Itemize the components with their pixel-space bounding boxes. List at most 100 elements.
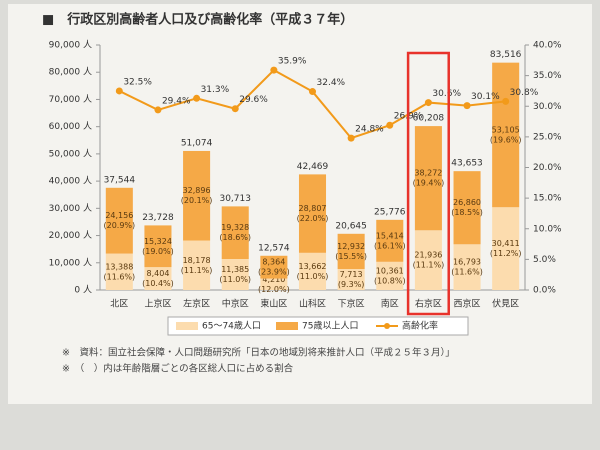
value-label: 19,328: [221, 223, 249, 232]
y-tick-label: 90,000 人: [49, 40, 92, 51]
line-marker: [386, 121, 394, 129]
x-tick-label: 右京区: [415, 298, 442, 310]
bar-segment: [144, 225, 172, 268]
value-label: 28,807: [299, 204, 327, 213]
bar-segment: [492, 207, 520, 290]
value-label: 11,385: [221, 265, 249, 274]
line-marker: [270, 66, 278, 74]
total-label: 37,544: [104, 175, 136, 185]
share-label: (10.8%): [374, 276, 406, 285]
bar-segment: [492, 62, 520, 208]
total-label: 20,645: [335, 221, 367, 231]
value-label: 10,361: [376, 266, 404, 275]
share-label: (20.1%): [181, 196, 213, 205]
share-label: (12.0%): [258, 285, 290, 294]
line-marker: [309, 88, 316, 96]
value-label: 13,388: [105, 262, 133, 271]
value-label: 15,324: [144, 237, 172, 246]
share-label: (11.6%): [451, 268, 483, 277]
legend: [167, 316, 469, 336]
total-label: 12,574: [258, 243, 290, 253]
line-value-label: 30.6%: [432, 89, 461, 99]
note: ※ （ ）内は年齢階層ごとの各区総人口に占める割合: [62, 363, 294, 375]
value-label: 15,414: [376, 231, 404, 240]
x-tick-label: 左京区: [183, 298, 210, 310]
bar-segment: [144, 267, 172, 290]
bar-segment: [260, 255, 288, 279]
share-label: (10.4%): [142, 279, 174, 288]
value-label: 53,105: [492, 125, 520, 134]
y-tick-label: 30,000 人: [49, 203, 92, 214]
y2-tick-label: 10.0%: [533, 224, 562, 234]
value-label: 30,411: [492, 239, 520, 248]
y-tick-label: 0 人: [74, 285, 92, 296]
bar-segment: [376, 261, 404, 290]
y2-tick-label: 5.0%: [533, 255, 556, 265]
legend-label: 75歳以上人口: [302, 320, 358, 332]
line-marker: [347, 134, 355, 142]
line-marker: [193, 94, 201, 102]
share-label: (11.2%): [490, 249, 522, 258]
x-tick-label: 南区: [381, 298, 399, 310]
total-label: 43,653: [451, 159, 483, 169]
legend-swatch: [384, 323, 390, 329]
y-tick-label: 40,000 人: [49, 176, 92, 187]
line-value-label: 29.6%: [239, 95, 268, 105]
share-label: (20.9%): [103, 221, 135, 230]
y2-tick-label: 0.0%: [533, 286, 556, 296]
bar-segment: [298, 174, 327, 253]
chart-title: ■ 行政区別高齢者人口及び高齢化率（平成３７年）: [42, 12, 353, 28]
line-marker: [115, 87, 123, 95]
bar-segment: [414, 126, 442, 231]
line-value-label: 30.1%: [471, 92, 500, 102]
share-label: (9.3%): [338, 280, 365, 289]
value-label: 18,178: [183, 256, 211, 265]
total-label: 30,713: [219, 194, 251, 204]
line-marker: [424, 99, 432, 107]
share-label: (19.6%): [490, 135, 522, 144]
value-label: 32,896: [183, 186, 211, 195]
share-label: (18.5%): [451, 208, 483, 217]
bar-segment: [453, 171, 481, 245]
share-label: (22.0%): [297, 214, 329, 223]
bar-segment: [105, 187, 133, 254]
bar-segment: [221, 259, 249, 290]
value-label: 7,713: [340, 270, 363, 279]
bar-segment: [376, 219, 404, 262]
value-label: 12,932: [337, 242, 365, 251]
share-label: (18.6%): [219, 233, 251, 242]
share-label: (23.9%): [258, 268, 290, 277]
share-label: (11.1%): [181, 266, 213, 275]
share-label: (19.4%): [413, 179, 445, 188]
line-value-label: 32.5%: [123, 77, 152, 87]
y-tick-label: 80,000 人: [49, 67, 92, 78]
bar-segment: [298, 252, 327, 290]
value-label: 8,404: [147, 269, 170, 278]
line-marker: [502, 97, 510, 105]
share-label: (16.1%): [374, 241, 406, 250]
bar-segment: [221, 206, 249, 260]
line-value-label: 30.8%: [510, 88, 539, 98]
legend-label: 高齢化率: [402, 320, 438, 332]
bar-segment: [414, 230, 442, 290]
legend-swatch: [276, 322, 298, 330]
value-label: 8,364: [262, 258, 285, 267]
line-marker: [463, 102, 471, 110]
line-marker: [154, 106, 162, 114]
line-value-label: 24.8%: [355, 125, 384, 135]
x-tick-label: 上京区: [144, 298, 171, 310]
y-tick-label: 60,000 人: [49, 121, 92, 132]
line-value-label: 29.4%: [162, 96, 191, 106]
y2-tick-label: 35.0%: [533, 71, 562, 81]
share-label: (11.0%): [219, 275, 251, 284]
share-label: (19.0%): [142, 247, 174, 256]
y-tick-label: 50,000 人: [49, 148, 92, 159]
bar-segment: [453, 244, 481, 290]
value-label: 4,210: [262, 275, 285, 284]
total-label: 42,469: [297, 162, 329, 172]
y-tick-label: 70,000 人: [49, 94, 92, 105]
y-tick-label: 10,000 人: [49, 257, 92, 268]
bar-segment: [337, 269, 365, 290]
line-marker: [231, 105, 239, 113]
